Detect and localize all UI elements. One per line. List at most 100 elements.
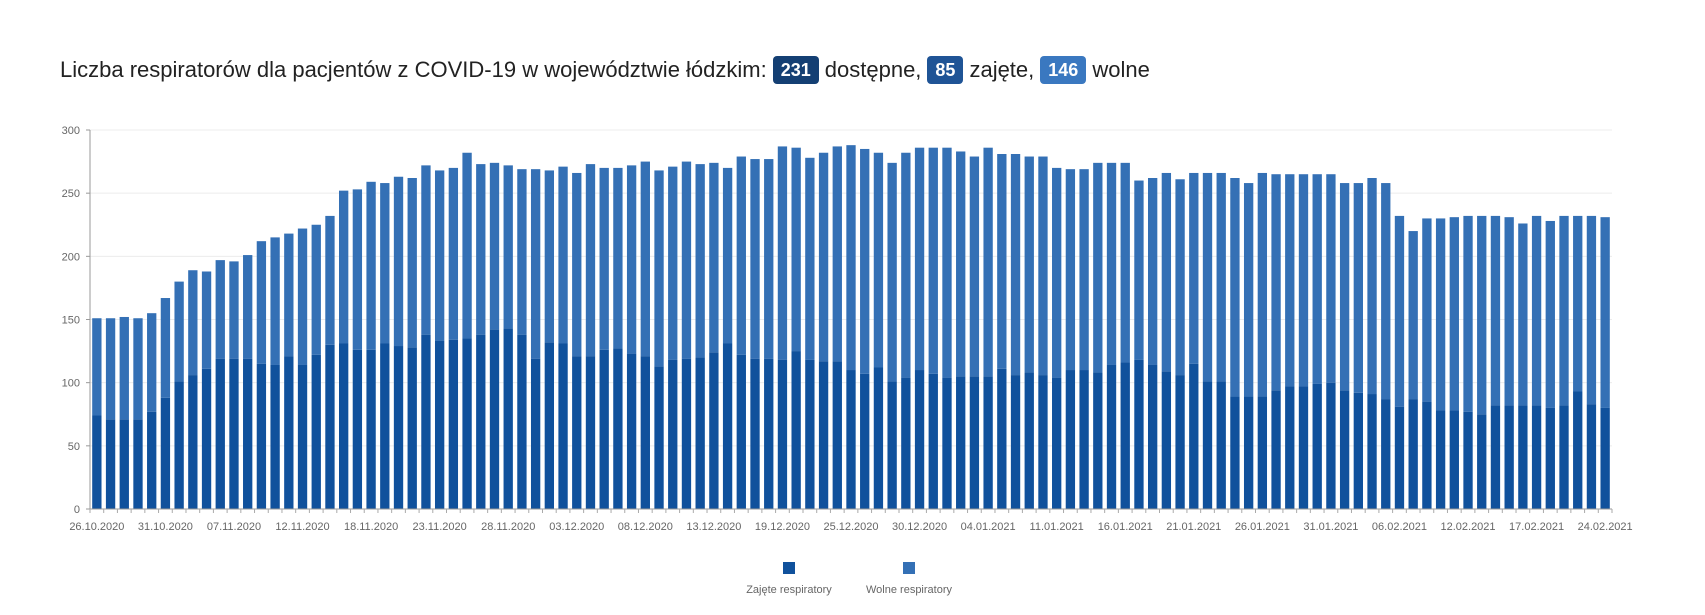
bar-occupied[interactable] [846, 370, 856, 509]
bar-occupied[interactable] [997, 368, 1007, 509]
bar-occupied[interactable] [352, 349, 363, 509]
bar-occupied[interactable] [366, 349, 376, 509]
bar-free[interactable] [1052, 167, 1062, 378]
bar-free[interactable] [1271, 174, 1281, 391]
bar-free[interactable] [572, 172, 582, 357]
bar-occupied[interactable] [1147, 364, 1158, 509]
bar-occupied[interactable] [558, 343, 568, 509]
bar-free[interactable] [1257, 172, 1268, 397]
bar-occupied[interactable] [1216, 381, 1226, 509]
bar-free[interactable] [558, 166, 568, 344]
bar-occupied[interactable] [270, 364, 280, 509]
bar-free[interactable] [489, 162, 500, 330]
bar-occupied[interactable] [709, 352, 719, 509]
bar-free[interactable] [1189, 172, 1199, 364]
bar-occupied[interactable] [215, 358, 225, 509]
bar-occupied[interactable] [530, 358, 541, 509]
bar-occupied[interactable] [188, 375, 198, 509]
bar-free[interactable] [297, 228, 308, 365]
bar-free[interactable] [887, 162, 897, 382]
bar-occupied[interactable] [1052, 377, 1062, 509]
bar-occupied[interactable] [476, 334, 486, 509]
bar-free[interactable] [613, 167, 623, 349]
bar-occupied[interactable] [544, 342, 555, 509]
bar-free[interactable] [983, 147, 993, 377]
bar-occupied[interactable] [297, 364, 308, 509]
bar-free[interactable] [1010, 154, 1021, 376]
bar-free[interactable] [1422, 218, 1432, 402]
bar-free[interactable] [585, 164, 596, 357]
bar-occupied[interactable] [1353, 392, 1363, 509]
bar-free[interactable] [1339, 183, 1350, 391]
bar-occupied[interactable] [1106, 364, 1117, 509]
bar-occupied[interactable] [311, 354, 321, 509]
bar-occupied[interactable] [489, 329, 500, 509]
bar-occupied[interactable] [1298, 386, 1309, 509]
bar-occupied[interactable] [284, 356, 294, 509]
bar-occupied[interactable] [640, 356, 650, 509]
bar-occupied[interactable] [1463, 411, 1473, 509]
bar-free[interactable] [1243, 183, 1254, 397]
bar-free[interactable] [722, 167, 733, 344]
bar-free[interactable] [997, 154, 1007, 369]
bar-free[interactable] [681, 161, 692, 359]
bar-occupied[interactable] [668, 359, 678, 509]
bar-free[interactable] [160, 298, 171, 398]
bar-occupied[interactable] [133, 419, 143, 509]
bar-free[interactable] [1559, 215, 1569, 406]
bar-occupied[interactable] [1381, 399, 1391, 509]
bar-free[interactable] [1175, 179, 1185, 376]
bar-occupied[interactable] [1257, 396, 1268, 509]
bar-occupied[interactable] [1422, 401, 1432, 509]
bar-free[interactable] [1381, 183, 1391, 400]
bar-occupied[interactable] [1559, 405, 1569, 509]
bar-free[interactable] [366, 181, 376, 350]
bar-occupied[interactable] [462, 338, 472, 509]
bar-free[interactable] [174, 281, 184, 382]
bar-occupied[interactable] [1531, 405, 1542, 509]
bar-free[interactable] [380, 183, 390, 344]
bar-occupied[interactable] [105, 419, 116, 509]
bar-free[interactable] [942, 147, 952, 378]
bar-occupied[interactable] [654, 366, 664, 509]
bar-occupied[interactable] [873, 367, 884, 509]
bar-free[interactable] [1600, 217, 1610, 408]
bar-free[interactable] [229, 261, 239, 359]
bar-free[interactable] [1573, 215, 1583, 392]
bar-free[interactable] [393, 176, 404, 347]
bar-free[interactable] [860, 148, 870, 374]
bar-free[interactable] [1298, 174, 1309, 387]
bar-free[interactable] [805, 157, 815, 360]
bar-free[interactable] [1079, 169, 1089, 371]
bar-free[interactable] [215, 260, 225, 359]
bar-occupied[interactable] [421, 334, 431, 509]
bar-free[interactable] [421, 165, 431, 335]
bar-free[interactable] [1545, 220, 1555, 408]
bar-free[interactable] [956, 151, 966, 377]
bar-occupied[interactable] [1394, 406, 1405, 509]
bar-occupied[interactable] [393, 346, 404, 509]
bar-occupied[interactable] [256, 363, 267, 509]
bar-free[interactable] [352, 189, 363, 350]
bar-free[interactable] [1134, 180, 1144, 360]
bar-occupied[interactable] [434, 340, 445, 509]
bar-occupied[interactable] [860, 373, 870, 509]
bar-occupied[interactable] [1477, 414, 1487, 509]
bar-occupied[interactable] [1518, 405, 1528, 509]
bar-free[interactable] [119, 316, 129, 420]
bar-occupied[interactable] [956, 376, 966, 509]
bar-free[interactable] [750, 159, 760, 359]
bar-free[interactable] [1312, 174, 1322, 384]
bar-occupied[interactable] [92, 415, 102, 509]
bar-occupied[interactable] [380, 343, 390, 509]
bar-occupied[interactable] [969, 376, 980, 509]
bar-free[interactable] [133, 318, 143, 420]
bar-occupied[interactable] [1545, 407, 1555, 509]
bar-free[interactable] [544, 170, 555, 343]
bar-free[interactable] [626, 165, 637, 354]
bar-occupied[interactable] [448, 339, 459, 509]
bar-free[interactable] [434, 170, 445, 341]
bar-free[interactable] [1518, 223, 1528, 406]
bar-free[interactable] [1285, 174, 1295, 387]
bar-occupied[interactable] [750, 358, 760, 509]
